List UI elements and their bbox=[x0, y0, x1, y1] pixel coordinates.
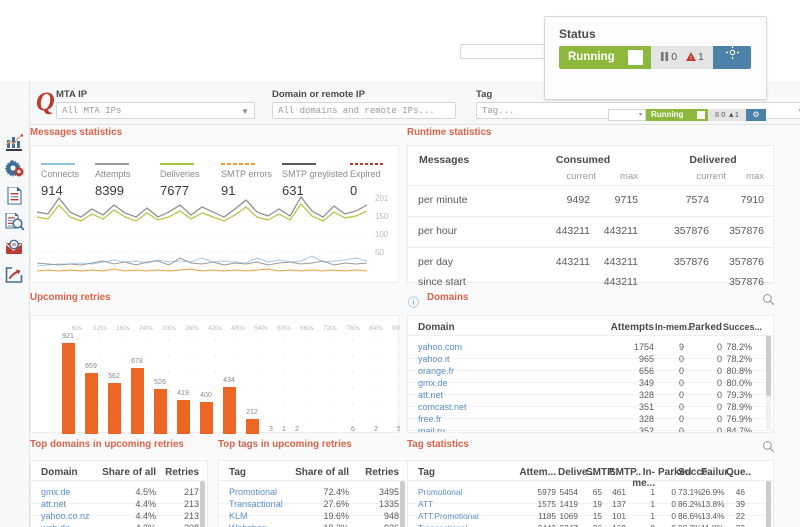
svg-text:780s: 780s bbox=[346, 325, 360, 332]
svg-text:3: 3 bbox=[269, 426, 273, 433]
svg-text:600s: 600s bbox=[277, 325, 291, 332]
svg-text:60s: 60s bbox=[72, 325, 82, 332]
svg-text:562: 562 bbox=[108, 373, 120, 380]
svg-text:1: 1 bbox=[282, 426, 286, 433]
svg-text:6: 6 bbox=[351, 426, 355, 433]
svg-text:419: 419 bbox=[177, 390, 189, 397]
svg-text:659: 659 bbox=[85, 363, 97, 370]
svg-text:2: 2 bbox=[374, 426, 378, 433]
svg-text:900s: 900s bbox=[392, 325, 400, 332]
svg-text:921: 921 bbox=[62, 333, 74, 340]
svg-text:100: 100 bbox=[375, 230, 389, 239]
svg-text:480s: 480s bbox=[231, 325, 245, 332]
svg-text:120s: 120s bbox=[93, 325, 107, 332]
svg-text:180s: 180s bbox=[116, 325, 130, 332]
svg-text:2: 2 bbox=[295, 426, 299, 433]
svg-text:660s: 660s bbox=[300, 325, 314, 332]
svg-text:540s: 540s bbox=[254, 325, 268, 332]
svg-text:5: 5 bbox=[397, 426, 400, 433]
svg-text:!: ! bbox=[690, 55, 692, 61]
svg-text:678: 678 bbox=[131, 358, 143, 365]
svg-text:434: 434 bbox=[223, 377, 235, 384]
svg-text:300s: 300s bbox=[162, 325, 176, 332]
svg-text:240s: 240s bbox=[139, 325, 153, 332]
svg-text:150: 150 bbox=[375, 212, 389, 221]
svg-text:840s: 840s bbox=[369, 325, 383, 332]
svg-text:526: 526 bbox=[154, 379, 166, 386]
svg-text:420s: 420s bbox=[208, 325, 222, 332]
svg-text:212: 212 bbox=[246, 409, 258, 416]
svg-text:50: 50 bbox=[375, 248, 384, 257]
svg-text:201: 201 bbox=[375, 194, 389, 203]
svg-text:720s: 720s bbox=[323, 325, 337, 332]
svg-text:400: 400 bbox=[200, 392, 212, 399]
svg-text:360s: 360s bbox=[185, 325, 199, 332]
